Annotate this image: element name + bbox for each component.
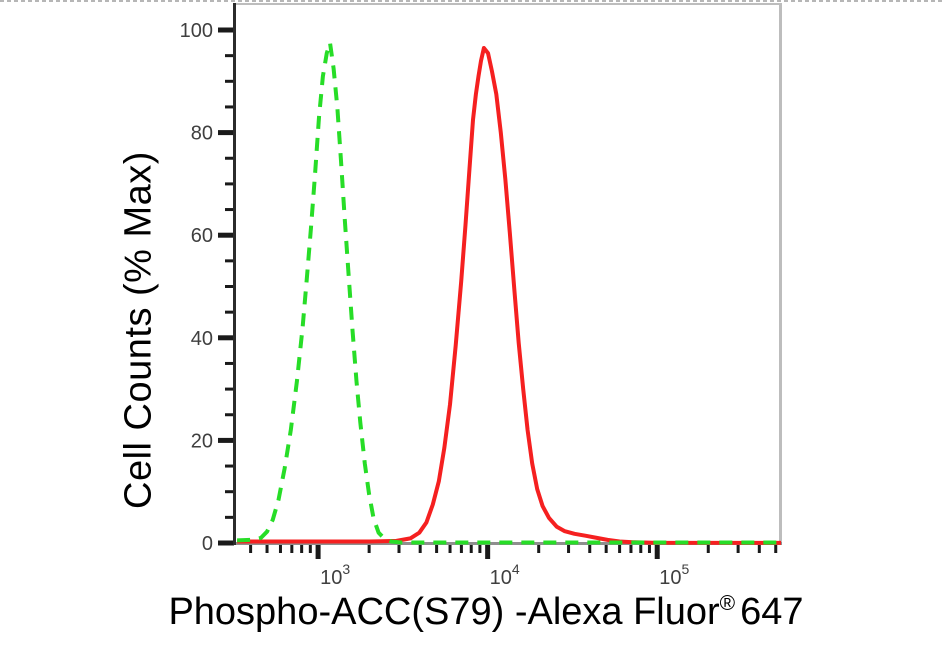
- y-axis-minor-tick: [225, 464, 234, 468]
- y-axis-major-tick: [218, 540, 234, 546]
- y-axis-tick-label: 60: [191, 225, 213, 247]
- x-axis-minor-tick: [618, 545, 622, 553]
- x-axis-minor-tick: [265, 545, 269, 553]
- x-axis-minor-tick: [290, 545, 294, 553]
- x-axis-minor-tick: [639, 545, 643, 553]
- x-axis-minor-tick: [567, 545, 571, 553]
- y-axis-minor-tick: [225, 413, 234, 417]
- y-axis-major-tick: [218, 335, 234, 341]
- x-axis-tick-label: 105: [659, 561, 689, 589]
- y-axis-minor-tick: [225, 285, 234, 288]
- y-axis-minor-tick: [225, 208, 234, 212]
- y-axis-major-tick: [218, 130, 234, 136]
- y-axis-minor-tick: [225, 182, 234, 186]
- x-axis-minor-tick: [397, 545, 401, 553]
- x-axis-title: Phospho-ACC(S79) -Alexa Fluor® 647: [168, 591, 803, 634]
- x-axis-minor-tick: [478, 545, 482, 553]
- marching-ants-top-border: [0, 0, 942, 2]
- y-axis-tick-label: 80: [191, 123, 213, 145]
- y-axis-minor-tick: [225, 54, 234, 58]
- y-axis-tick-label: 0: [202, 533, 213, 555]
- y-axis-major-tick: [218, 232, 234, 238]
- x-axis-title-main: Phospho-ACC(S79) -Alexa Fluor: [168, 591, 720, 633]
- y-axis-minor-tick: [225, 387, 234, 391]
- plot-top-border: [233, 3, 782, 5]
- x-axis-minor-tick: [647, 545, 651, 553]
- x-axis-minor-tick: [604, 545, 608, 553]
- plot-right-border: [779, 3, 782, 545]
- x-axis-title-suffix: 647: [740, 591, 804, 633]
- green-dashed-series-curve: [237, 40, 781, 545]
- y-axis-tick-label: 100: [180, 20, 213, 42]
- x-axis-minor-tick: [629, 545, 633, 553]
- x-axis-minor-tick: [418, 545, 422, 553]
- x-axis-minor-tick: [469, 545, 473, 553]
- x-axis-minor-tick: [459, 545, 463, 553]
- y-axis-minor-tick: [225, 259, 234, 263]
- x-axis-minor-tick: [435, 545, 439, 553]
- x-axis-minor-tick: [588, 545, 592, 553]
- y-axis-line: [233, 3, 236, 545]
- x-axis-minor-tick: [537, 545, 541, 553]
- y-axis-tick-label: 40: [191, 328, 213, 350]
- x-axis-minor-tick: [774, 545, 778, 553]
- x-axis-minor-tick: [448, 545, 452, 553]
- x-axis-minor-tick: [757, 545, 761, 553]
- x-axis-minor-tick: [249, 545, 253, 553]
- registered-trademark-icon: ®: [719, 592, 736, 615]
- y-axis-major-tick: [218, 437, 234, 443]
- y-axis-minor-tick: [225, 310, 234, 314]
- x-axis-minor-tick: [300, 545, 304, 553]
- x-axis-major-tick: [654, 545, 660, 559]
- y-axis-major-tick: [218, 27, 234, 33]
- x-axis-minor-tick: [367, 545, 371, 553]
- y-axis-minor-tick: [225, 515, 234, 519]
- x-axis-minor-tick: [736, 545, 740, 553]
- y-axis-minor-tick: [225, 156, 234, 160]
- x-axis-minor-tick: [278, 545, 282, 553]
- x-axis-major-tick: [315, 545, 321, 559]
- y-axis-tick-label: 20: [191, 430, 213, 452]
- y-axis-minor-tick: [225, 361, 234, 365]
- x-axis-tick-label: 103: [320, 561, 350, 589]
- x-axis-minor-tick: [308, 545, 312, 553]
- y-axis-minor-tick: [225, 105, 234, 109]
- red-solid-series-curve: [237, 46, 782, 545]
- x-axis-tick-label: 104: [490, 561, 520, 589]
- y-axis-minor-tick: [225, 490, 234, 494]
- y-axis-minor-tick: [225, 79, 234, 83]
- x-axis-minor-tick: [706, 545, 710, 553]
- x-axis-major-tick: [485, 545, 491, 559]
